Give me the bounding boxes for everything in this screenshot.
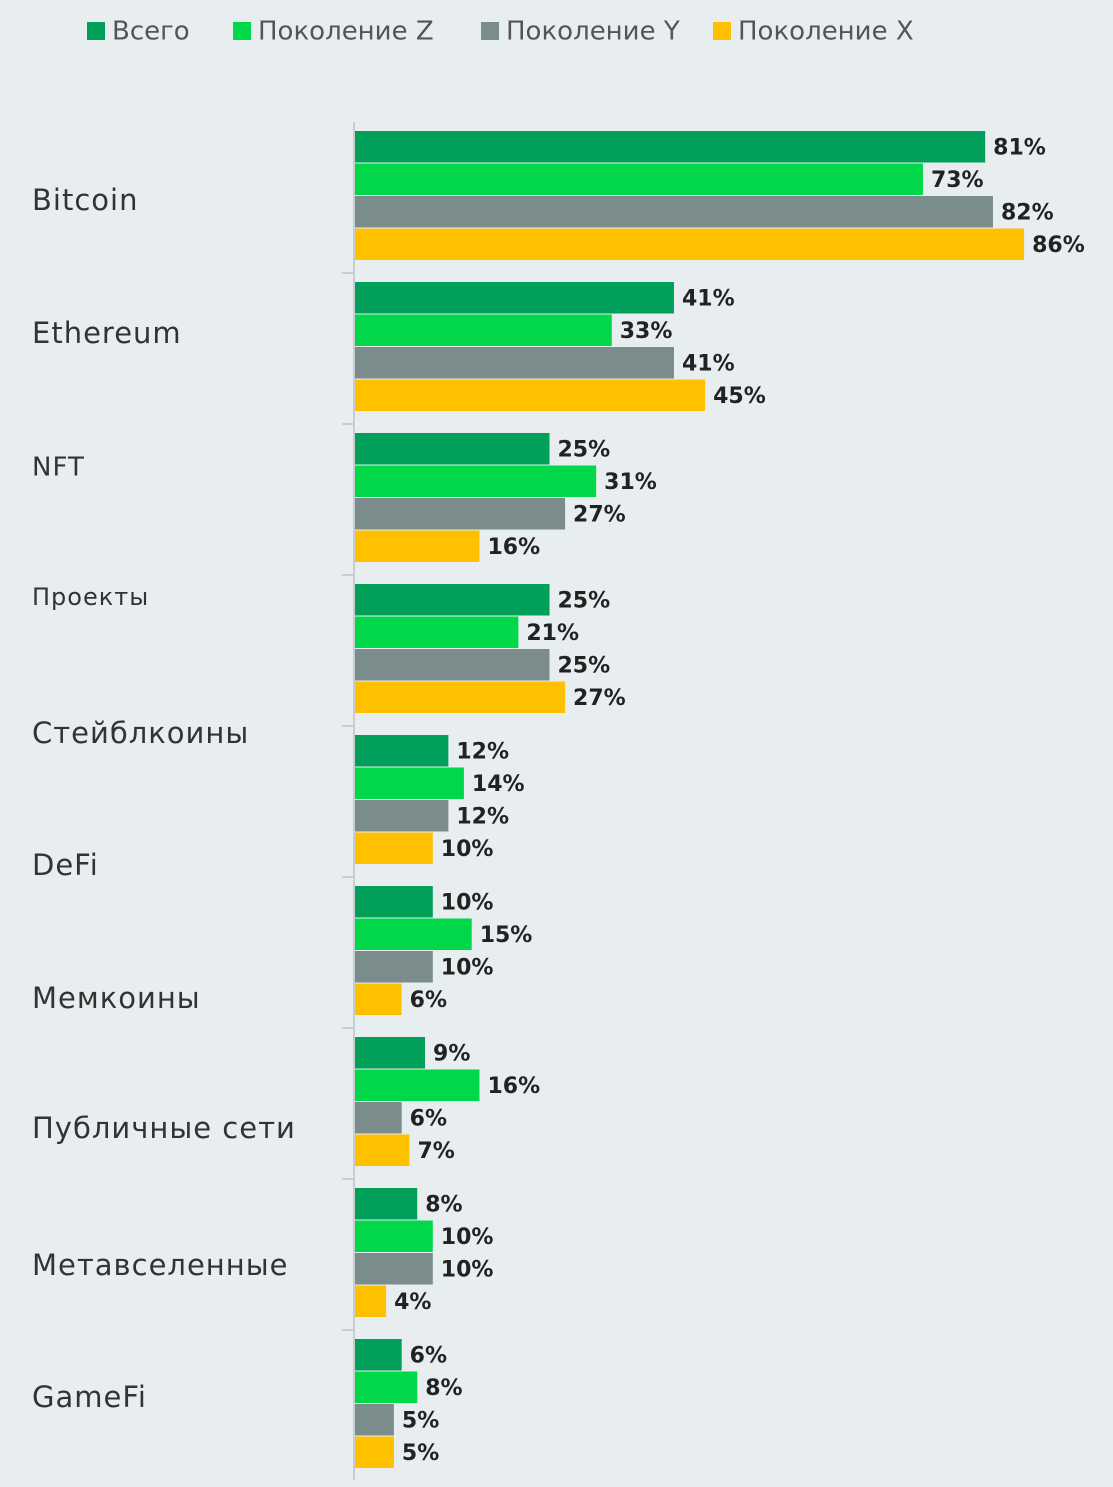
- value-label: 25%: [558, 437, 611, 462]
- value-label: 25%: [558, 653, 611, 678]
- value-label: 14%: [472, 772, 525, 797]
- legend-swatch: [713, 22, 731, 40]
- category-label: Стейблкоины: [32, 716, 249, 750]
- value-label: 16%: [487, 535, 540, 560]
- bar: [355, 163, 923, 195]
- legend-swatch: [481, 22, 499, 40]
- value-label: 21%: [526, 621, 579, 646]
- bar: [355, 1436, 394, 1468]
- value-label: 4%: [394, 1290, 431, 1315]
- category-label: Ethereum: [32, 316, 182, 350]
- category-label: NFT: [32, 453, 85, 483]
- bar: [355, 196, 993, 228]
- bar: [355, 1220, 433, 1252]
- value-label: 5%: [402, 1408, 439, 1433]
- bar: [355, 584, 550, 616]
- value-label: 82%: [1001, 200, 1054, 225]
- bar: [355, 681, 566, 713]
- value-label: 73%: [931, 168, 984, 193]
- bar: [355, 616, 519, 648]
- bar: [355, 379, 706, 411]
- value-label: 12%: [456, 739, 509, 764]
- bar: [355, 282, 674, 314]
- bar: [355, 1404, 394, 1436]
- value-label: 7%: [417, 1139, 454, 1164]
- value-label: 8%: [425, 1376, 462, 1401]
- value-label: 6%: [410, 988, 447, 1013]
- value-label: 9%: [433, 1041, 470, 1066]
- bar: [355, 886, 433, 918]
- value-label: 6%: [410, 1106, 447, 1131]
- value-label: 41%: [682, 286, 735, 311]
- value-label: 10%: [441, 1225, 494, 1250]
- category-label: Метавселенные: [32, 1248, 288, 1282]
- bar: [355, 498, 566, 530]
- value-label: 27%: [573, 686, 626, 711]
- legend-label: Поколение Z: [258, 17, 434, 47]
- value-label: 10%: [441, 890, 494, 915]
- value-label: 81%: [993, 135, 1046, 160]
- bar: [355, 433, 550, 465]
- bar: [355, 800, 449, 832]
- value-label: 16%: [487, 1074, 540, 1099]
- bar: [355, 1037, 426, 1069]
- bar: [355, 767, 464, 799]
- bar: [355, 1188, 418, 1220]
- bar: [355, 1102, 402, 1134]
- bar: [355, 314, 612, 346]
- value-label: 31%: [604, 470, 657, 495]
- bar: [355, 1069, 480, 1101]
- bar: [355, 1285, 387, 1317]
- value-label: 10%: [441, 955, 494, 980]
- bar: [355, 918, 472, 950]
- category-label: Проекты: [32, 583, 149, 611]
- value-label: 15%: [480, 923, 533, 948]
- bar: [355, 649, 550, 681]
- category-label: GameFi: [32, 1380, 147, 1414]
- value-label: 8%: [425, 1192, 462, 1217]
- bar: [355, 465, 597, 497]
- bar: [355, 951, 433, 983]
- value-label: 33%: [620, 319, 673, 344]
- bar: [355, 735, 449, 767]
- bar: [355, 347, 674, 379]
- bar: [355, 530, 480, 562]
- value-label: 45%: [713, 384, 766, 409]
- value-label: 6%: [410, 1343, 447, 1368]
- bar: [355, 983, 402, 1015]
- value-label: 10%: [441, 1257, 494, 1282]
- category-label: DeFi: [32, 848, 99, 882]
- value-label: 27%: [573, 502, 626, 527]
- legend-swatch: [233, 22, 251, 40]
- category-label: Публичные сети: [32, 1111, 296, 1145]
- value-label: 10%: [441, 837, 494, 862]
- legend-label: Поколение X: [738, 17, 914, 47]
- legend-swatch: [87, 22, 105, 40]
- bar: [355, 228, 1025, 260]
- bar: [355, 1339, 402, 1371]
- category-label: Мемкоины: [32, 981, 201, 1015]
- bar: [355, 1253, 433, 1285]
- legend-label: Всего: [112, 17, 190, 47]
- value-label: 5%: [402, 1441, 439, 1466]
- bar: [355, 1134, 410, 1166]
- bar: [355, 131, 986, 163]
- value-label: 25%: [558, 588, 611, 613]
- value-label: 12%: [456, 804, 509, 829]
- value-label: 41%: [682, 351, 735, 376]
- category-label: Bitcoin: [32, 183, 138, 217]
- legend-label: Поколение Y: [506, 17, 680, 47]
- value-label: 86%: [1032, 233, 1085, 258]
- bar: [355, 1371, 418, 1403]
- bar: [355, 832, 433, 864]
